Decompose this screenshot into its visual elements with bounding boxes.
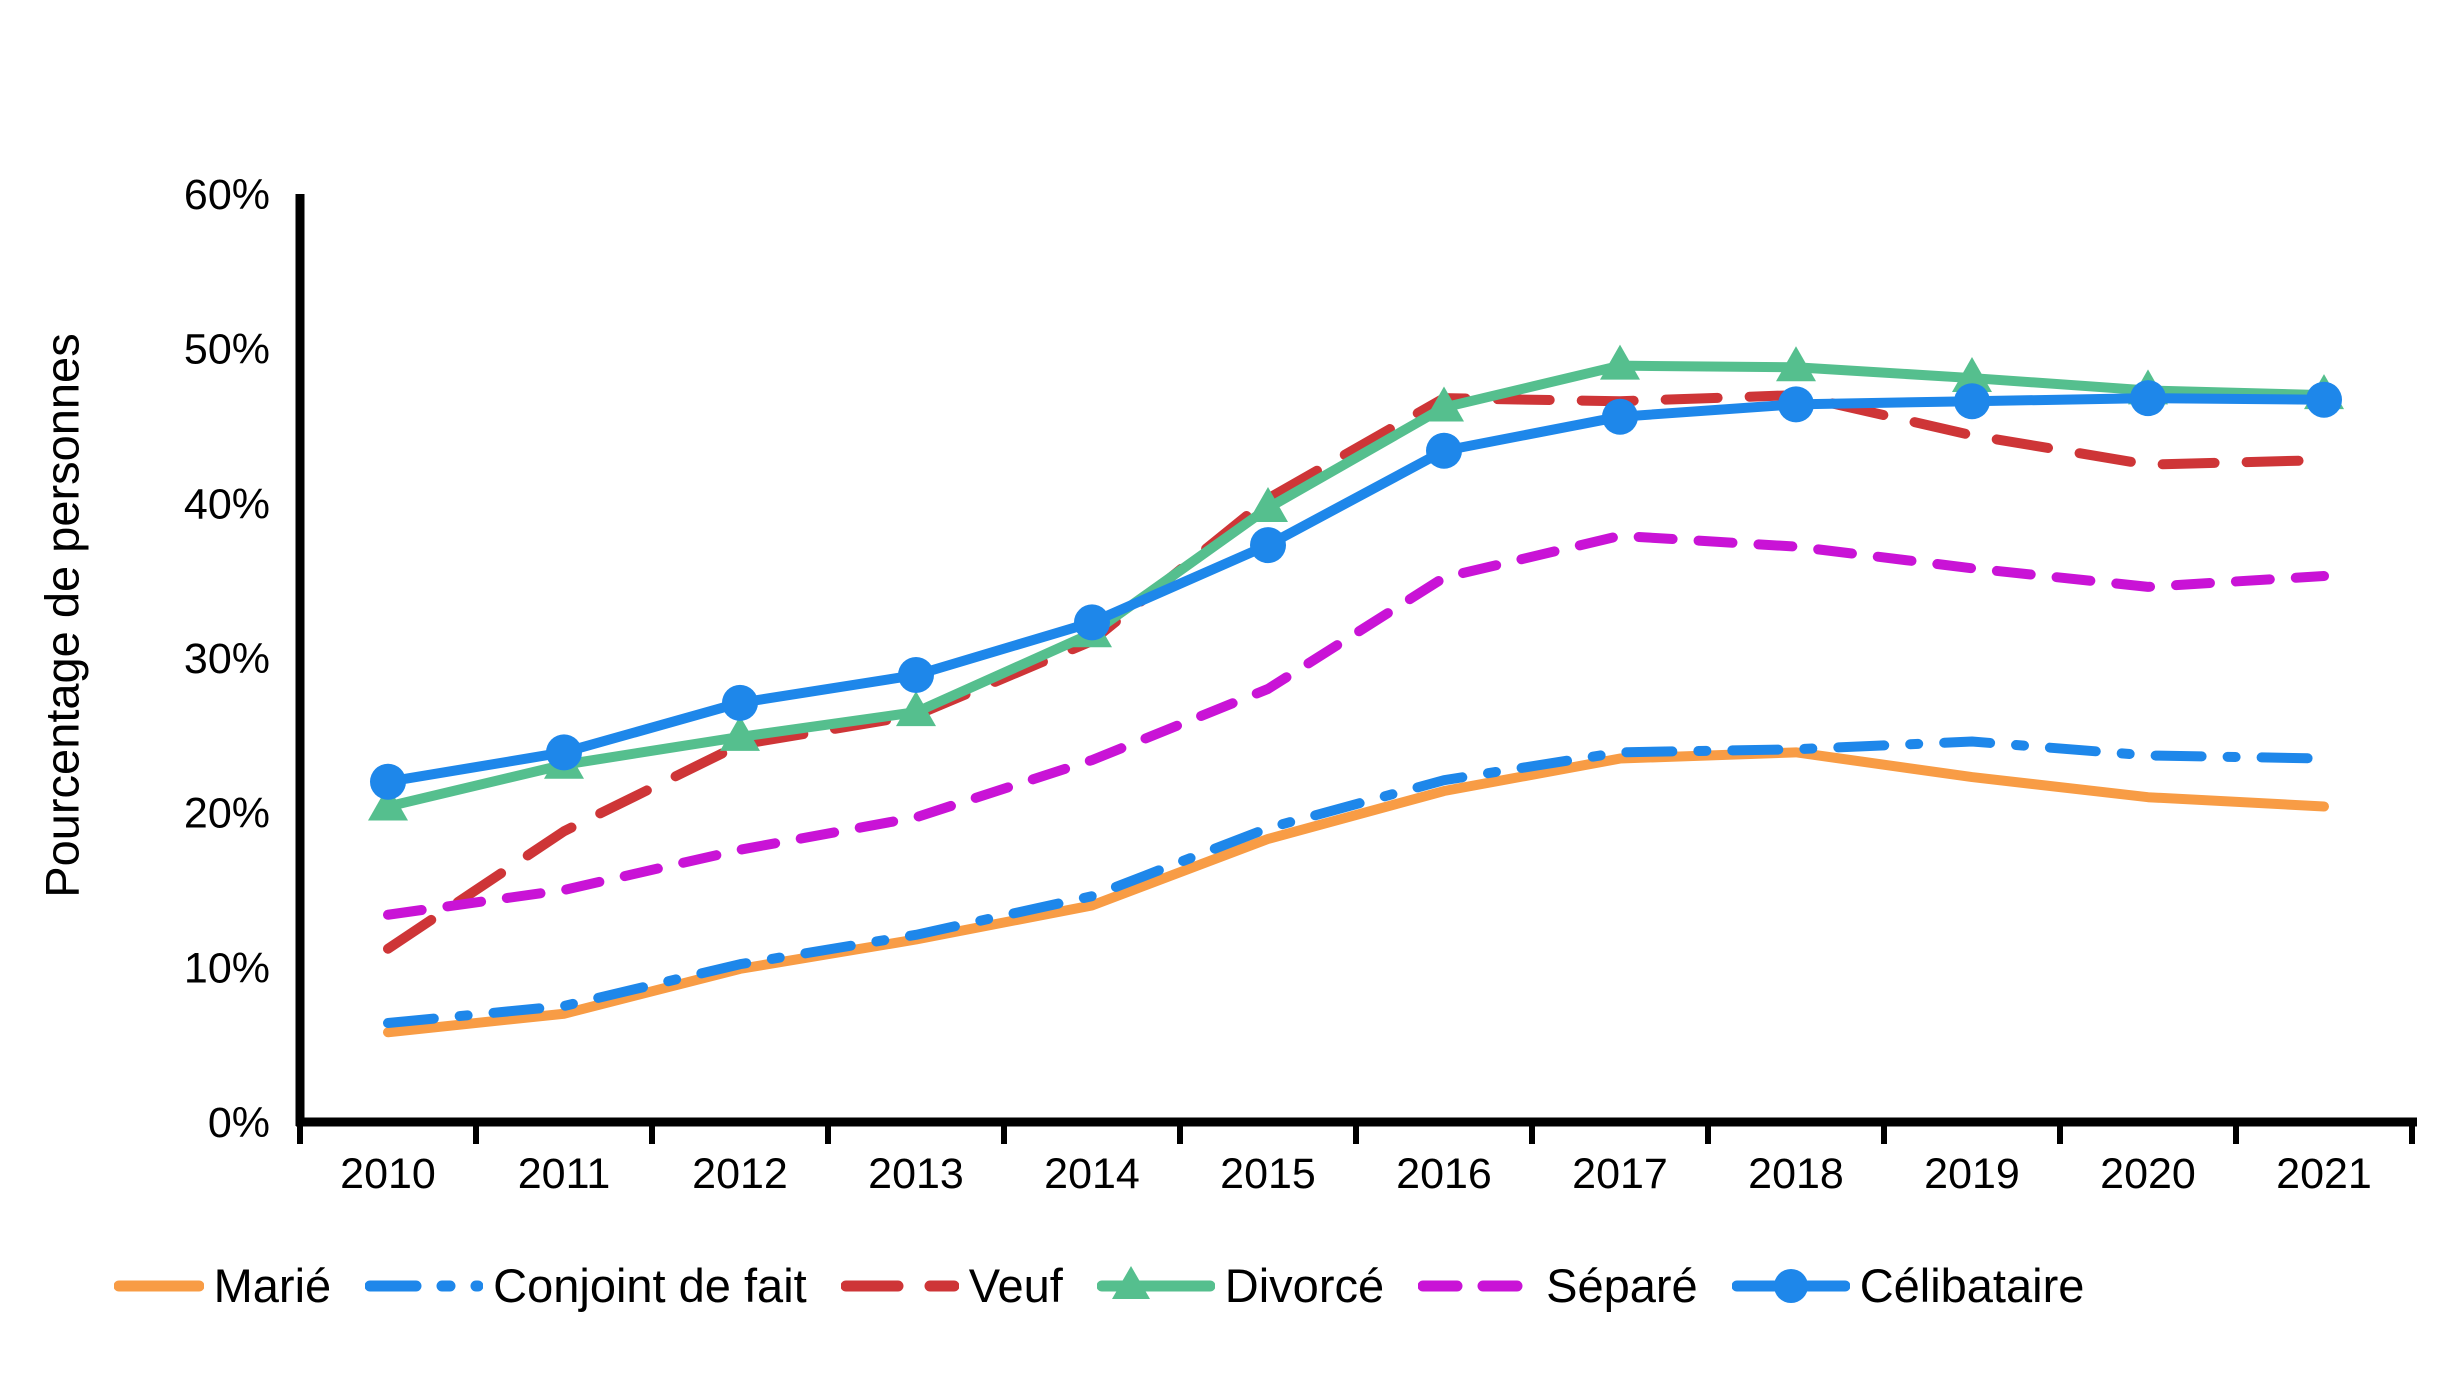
series-marker-celibataire: [722, 684, 758, 721]
legend-item-separe: Séparé: [1418, 1258, 1698, 1313]
legend-label: Séparé: [1546, 1259, 1698, 1312]
legend-label: Conjoint de fait: [493, 1259, 807, 1312]
legend-label: Célibataire: [1859, 1259, 2085, 1312]
x-tick-label: 2011: [518, 1150, 610, 1198]
legend-item-marie: Marié: [113, 1258, 332, 1313]
series-line-divorce: [383, 360, 2329, 812]
series-marker-celibataire: [546, 734, 582, 771]
series-marker-divorce: [720, 715, 760, 751]
legend-swatch-conjoint-de-fait: [365, 1280, 484, 1291]
legend-label: Marié: [213, 1259, 332, 1312]
x-tick-label: 2010: [340, 1150, 436, 1198]
series-marker-celibataire: [1954, 383, 1990, 420]
x-tick-label: 2021: [2276, 1150, 2372, 1198]
legend-swatch-veuf: [840, 1280, 959, 1291]
legend-label: Veuf: [968, 1259, 1063, 1312]
y-tick-label: 50%: [184, 326, 270, 374]
series-marker-celibataire: [1602, 398, 1638, 435]
y-tick-label: 40%: [184, 480, 270, 528]
legend-swatch-divorce: [1096, 1265, 1215, 1299]
series-marker-celibataire: [1250, 527, 1286, 564]
series-marker-divorce: [1776, 346, 1816, 382]
x-tick-label: 2015: [1220, 1150, 1316, 1198]
legend-item-celibataire: Célibataire: [1731, 1258, 2085, 1313]
legend-swatch-marie: [113, 1280, 204, 1291]
x-tick-label: 2012: [692, 1150, 788, 1198]
y-tick-label: 20%: [184, 790, 270, 838]
series-marker-celibataire: [1426, 432, 1462, 469]
y-tick-label: 60%: [184, 171, 270, 219]
series-line-separe: [383, 530, 2329, 920]
series-marker-divorce: [1952, 357, 1992, 393]
series-line-marie: [383, 747, 2329, 1038]
y-tick-label: 30%: [184, 635, 270, 683]
y-tick-label: 10%: [184, 944, 270, 992]
legend-label: Divorcé: [1224, 1259, 1385, 1312]
series-line-celibataire: [383, 393, 2329, 787]
legend-swatch-separe: [1418, 1280, 1537, 1291]
y-tick-label: 0%: [208, 1099, 270, 1147]
legend: Marié Conjoint de fait Veuf Divorcé Séparé Cé…: [0, 1258, 2448, 1313]
series-marker-celibataire: [370, 763, 406, 800]
legend-swatch-celibataire: [1731, 1268, 1850, 1303]
series-marker-celibataire: [2130, 380, 2166, 417]
series-marker-divorce: [1600, 344, 1640, 380]
series-marker-divorce: [368, 785, 408, 821]
series-marker-celibataire: [2306, 381, 2342, 418]
legend-item-veuf: Veuf: [840, 1258, 1063, 1313]
x-tick-label: 2013: [868, 1150, 964, 1198]
series-marker-divorce: [1248, 486, 1288, 522]
series-marker-celibataire: [898, 657, 934, 694]
series-marker-divorce: [1424, 386, 1464, 422]
series-line-veuf: [383, 390, 2329, 954]
x-tick-label: 2020: [2100, 1150, 2196, 1198]
legend-item-divorce: Divorcé: [1096, 1258, 1385, 1313]
x-tick-label: 2019: [1924, 1150, 2020, 1198]
x-tick-label: 2017: [1572, 1150, 1668, 1198]
series-marker-celibataire: [1778, 386, 1814, 423]
legend-item-conjoint-de-fait: Conjoint de fait: [365, 1258, 807, 1313]
x-tick-label: 2018: [1748, 1150, 1844, 1198]
x-tick-label: 2014: [1044, 1150, 1140, 1198]
series-marker-celibataire: [1074, 604, 1110, 641]
x-tick-label: 2016: [1396, 1150, 1492, 1198]
series-marker-divorce: [896, 691, 936, 727]
series-line-conjoint-de-fait: [383, 736, 2329, 1029]
